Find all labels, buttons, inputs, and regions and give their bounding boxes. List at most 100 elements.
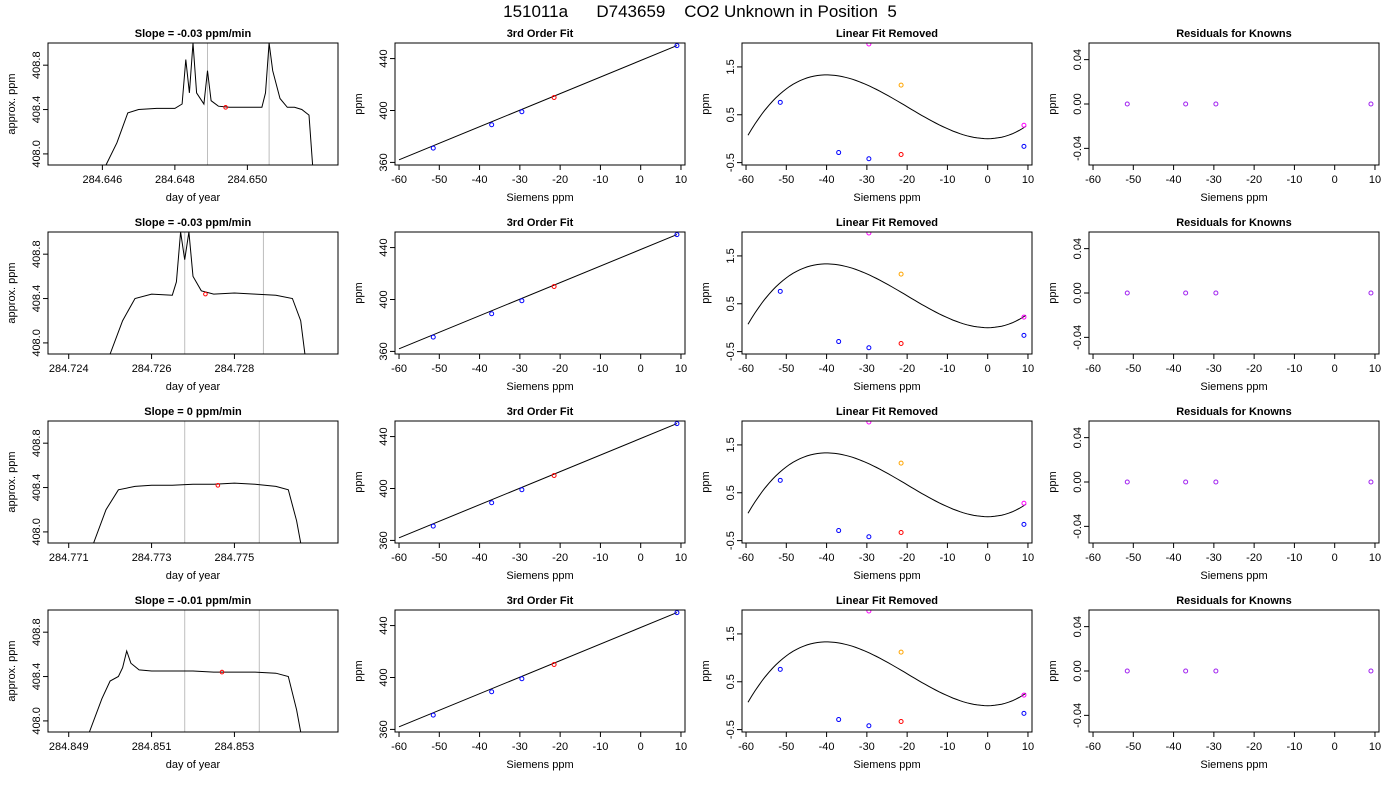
x-tick-label: 284.728 [215, 363, 255, 375]
plot-frame [47, 420, 339, 544]
residual-point [1368, 290, 1374, 296]
standard-point [519, 109, 525, 115]
x-tick-label: -30 [512, 741, 528, 753]
standard-point [489, 500, 495, 506]
x-tick-label: -10 [592, 552, 608, 564]
x-tick-label: -60 [738, 174, 754, 186]
panel-3-2: 3rd Order Fit -60 -50 -40 -30 -20 -10 0 10 360 400… [353, 406, 687, 582]
y-tick-label: -0.04 [1072, 514, 1084, 539]
x-tick-label: -20 [1246, 174, 1262, 186]
y-tick-label: 408.0 [31, 140, 43, 168]
x-axis-label: Siemens ppm [506, 570, 573, 582]
y-axis-label: approx. ppm [6, 640, 18, 701]
x-tick-label: -30 [1206, 741, 1222, 753]
y-axis-label: ppm [1047, 471, 1059, 492]
plot-frame [1088, 231, 1380, 355]
panel-title: 3rd Order Fit [507, 28, 574, 40]
panel-1-3: Linear Fit Removed -60 -50 -40 -30 -20 -10 0 10 -… [700, 28, 1034, 204]
series-trace [109, 232, 306, 354]
standard-point [519, 676, 525, 682]
y-axis-label: ppm [1047, 93, 1059, 114]
y-tick-label: 400 [378, 479, 390, 497]
residual-point [1124, 101, 1130, 107]
average-point [203, 291, 208, 297]
panel-4-2: 3rd Order Fit -60 -50 -40 -30 -20 -10 0 10 360 400… [353, 595, 687, 771]
magenta-point [1021, 692, 1027, 698]
x-tick-label: 0 [638, 174, 644, 186]
y-tick-label: 0.5 [725, 296, 737, 311]
plot-frame [1088, 42, 1380, 166]
standard-point [866, 156, 872, 162]
series-trace [88, 649, 302, 732]
plot-area [93, 421, 302, 543]
panel-3-1: Slope = 0 ppm/min 284.771 284.773 284.775 40… [6, 406, 339, 582]
x-tick-label: -30 [859, 552, 875, 564]
reference-point [551, 284, 557, 290]
panel-3-3: Linear Fit Removed -60 -50 -40 -30 -20 -10 0 10 -… [700, 406, 1034, 582]
x-tick-label: 0 [638, 741, 644, 753]
panel-title: Slope = 0 ppm/min [144, 406, 242, 418]
plot-frame [394, 609, 686, 733]
y-tick-label: -0.5 [725, 153, 737, 172]
x-tick-label: 284.851 [132, 741, 172, 753]
y-tick-label: 408.8 [31, 429, 43, 457]
plot-frame [47, 609, 339, 733]
x-tick-label: 10 [1369, 174, 1381, 186]
x-tick-label: 284.724 [49, 363, 89, 375]
standard-point [430, 523, 436, 529]
standard-point [1021, 710, 1027, 716]
panel-title: Slope = -0.03 ppm/min [135, 28, 252, 40]
fit-curve [747, 263, 1027, 329]
y-tick-label: 1.5 [725, 626, 737, 641]
x-tick-label: 284.853 [215, 741, 255, 753]
x-tick-label: -10 [592, 741, 608, 753]
y-tick-label: 400 [378, 101, 390, 119]
plot-frame [1088, 609, 1380, 733]
fit-curve [747, 641, 1027, 707]
x-tick-label: -60 [391, 741, 407, 753]
standard-point [836, 528, 842, 534]
x-tick-label: -20 [1246, 363, 1262, 375]
plot-area [1124, 101, 1374, 107]
residual-point [1183, 101, 1189, 107]
panel-title: 3rd Order Fit [507, 406, 574, 418]
plot-area [105, 43, 314, 165]
x-axis-label: day of year [166, 759, 221, 771]
x-tick-label: -60 [738, 363, 754, 375]
panel-1-1: Slope = -0.03 ppm/min 284.646 284.648 284.6… [6, 28, 339, 204]
residual-point [1183, 290, 1189, 296]
x-tick-label: -30 [1206, 363, 1222, 375]
y-tick-label: 0.04 [1072, 616, 1084, 637]
x-tick-label: -40 [472, 552, 488, 564]
reference-point [898, 340, 904, 346]
panel-title: Linear Fit Removed [836, 406, 938, 418]
y-tick-label: -0.5 [725, 531, 737, 550]
x-axis-label: day of year [166, 381, 221, 393]
standard-point [489, 689, 495, 695]
y-axis-label: ppm [1047, 282, 1059, 303]
x-tick-label: -40 [819, 363, 835, 375]
y-tick-label: 360 [378, 531, 390, 549]
x-tick-label: 0 [985, 741, 991, 753]
x-tick-label: -20 [899, 741, 915, 753]
x-tick-label: -40 [1166, 741, 1182, 753]
y-tick-label: -0.04 [1072, 703, 1084, 728]
panel-title: Residuals for Knowns [1176, 406, 1292, 418]
plot-frame [741, 420, 1033, 544]
magenta-point [866, 421, 872, 425]
y-axis-label: ppm [353, 93, 365, 114]
standard-point [1021, 332, 1027, 338]
x-tick-label: -50 [1125, 363, 1141, 375]
x-tick-label: -20 [552, 741, 568, 753]
magenta-point [1021, 500, 1027, 506]
x-tick-label: -30 [1206, 174, 1222, 186]
x-tick-label: -50 [778, 741, 794, 753]
x-tick-label: -20 [552, 552, 568, 564]
x-tick-label: -40 [1166, 174, 1182, 186]
y-tick-label: 1.5 [725, 437, 737, 452]
x-tick-label: 0 [985, 552, 991, 564]
x-tick-label: -40 [819, 174, 835, 186]
y-tick-label: 408.4 [31, 474, 43, 502]
y-axis-label: ppm [700, 471, 712, 492]
standard-point [866, 534, 872, 540]
